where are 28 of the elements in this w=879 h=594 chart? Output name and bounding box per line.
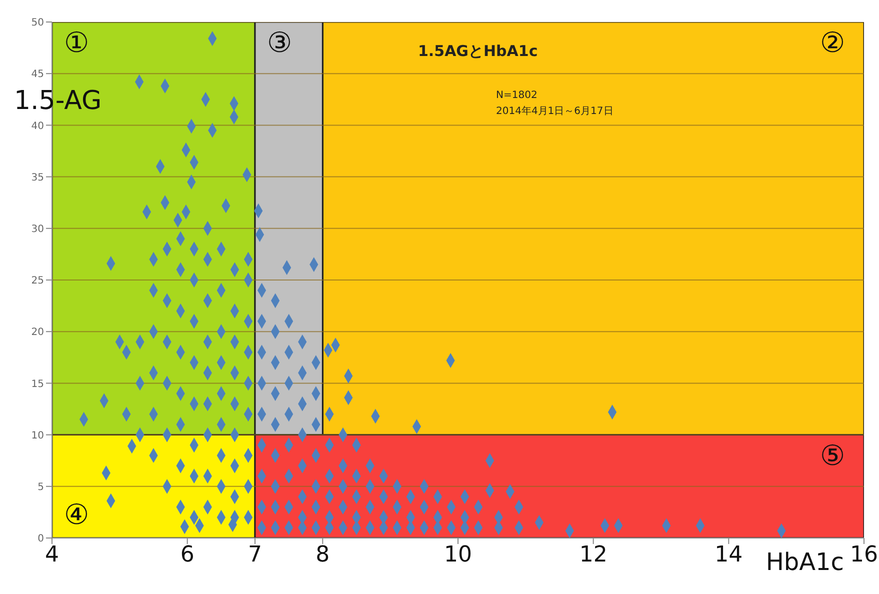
y-tick-label: 10 <box>31 430 44 442</box>
y-tick-label: 35 <box>31 172 44 184</box>
x-tick-label: 10 <box>444 542 472 568</box>
band-label: ⑤ <box>820 438 846 472</box>
y-tick-label: 25 <box>31 276 44 287</box>
y-tick-label: 30 <box>31 224 44 235</box>
x-tick-label: 14 <box>714 542 743 568</box>
x-tick-label: 8 <box>316 542 330 568</box>
band-label: ① <box>64 26 90 59</box>
annotation: 2014年4月1日～6月17日 <box>496 105 614 119</box>
band-label: ② <box>820 26 846 59</box>
x-tick-label: 4 <box>45 542 59 568</box>
x-axis-title: HbA1c <box>766 548 844 576</box>
x-tick-label: 7 <box>248 542 262 568</box>
band-label: ③ <box>267 26 292 59</box>
text: 1.5AGとHbA1c <box>418 42 538 61</box>
y-tick-label: 50 <box>31 18 44 29</box>
y-tick-label: 5 <box>38 482 44 493</box>
y-tick-label: 15 <box>31 378 44 390</box>
annotation: N=1802 <box>496 89 538 103</box>
y-tick-label: 45 <box>31 69 44 80</box>
y-tick-label: 20 <box>31 327 44 338</box>
x-tick-label: 6 <box>180 542 194 568</box>
y-tick-label: 40 <box>31 120 44 132</box>
y-tick-label: 0 <box>38 534 44 545</box>
band-label: ④ <box>64 498 90 531</box>
x-tick-label: 12 <box>579 542 608 568</box>
x-tick-label: 16 <box>850 542 878 568</box>
